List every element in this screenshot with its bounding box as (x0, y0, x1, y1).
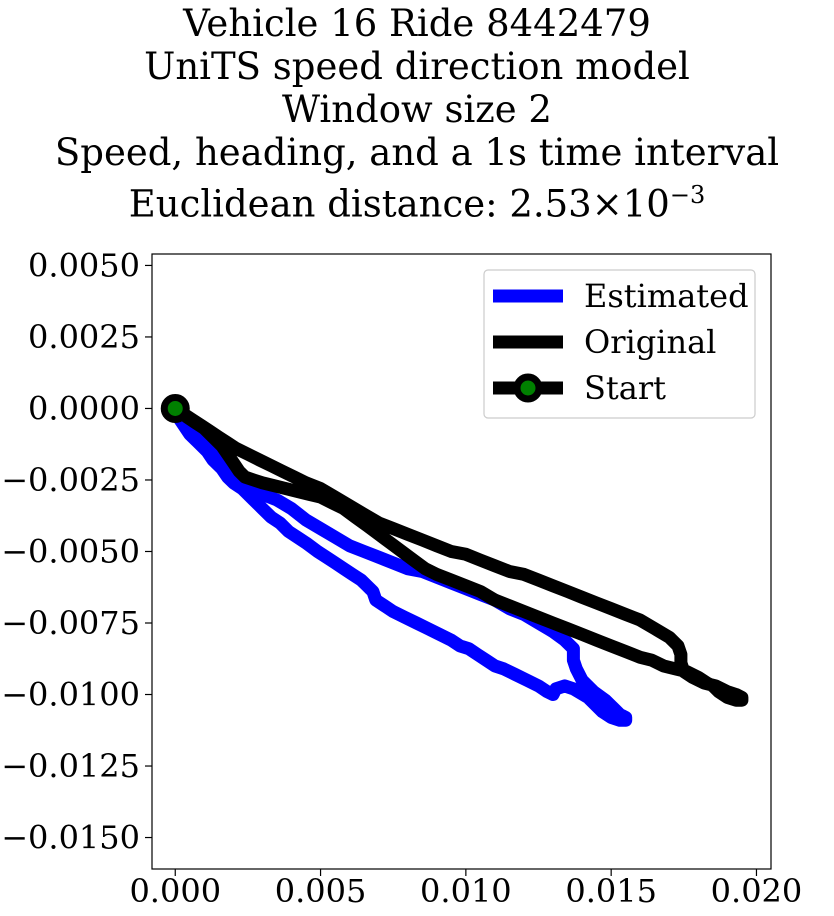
y-tick-label: −0.0150 (1, 819, 140, 857)
y-tick-label: −0.0050 (1, 532, 140, 570)
y-tick-label: 0.0000 (28, 389, 140, 427)
title-line-3: Window size 2 (282, 88, 552, 131)
title-line-4: Speed, heading, and a 1s time interval (54, 131, 780, 174)
title-line-1: Vehicle 16 Ride 8442479 (183, 2, 651, 45)
x-tick-label: 0.015 (565, 872, 657, 910)
legend: Estimated Original Start (483, 269, 756, 419)
legend-start-marker (513, 373, 543, 403)
x-tick-label: 0.010 (420, 872, 512, 910)
x-tick-label: 0.020 (711, 872, 803, 910)
y-tick-label: −0.0025 (1, 461, 140, 499)
series-layer (168, 402, 749, 727)
title-distance-times: × (591, 182, 623, 226)
title-distance-base: 10 (622, 182, 670, 226)
legend-label-start: Start (584, 369, 666, 407)
y-tick-label: −0.0075 (1, 604, 140, 642)
legend-box (483, 269, 756, 419)
start-layer (160, 393, 190, 423)
legend-label-estimated: Estimated (584, 277, 749, 315)
axis-layer: 0.000 0.005 0.010 0.015 0.020 0.0050 0.0025 0.0… (1, 246, 802, 910)
x-tick-label: 0.005 (275, 872, 367, 910)
series-line-estimated (168, 402, 633, 727)
title-distance-prefix: Euclidean distance: (128, 182, 510, 226)
y-tick-label: −0.0100 (1, 676, 140, 714)
title-line-5: Euclidean distance: 2.53×10−3 (0, 174, 834, 225)
series-line-original (168, 402, 749, 707)
chart-title: Vehicle 16 Ride 8442479 UniTS speed dire… (0, 2, 834, 225)
start-marker (160, 393, 190, 423)
title-distance-exponent: −3 (669, 181, 706, 209)
title-distance-mantissa: 2.53 (509, 182, 592, 226)
y-tick-label: −0.0125 (1, 747, 140, 785)
legend-label-original: Original (584, 323, 716, 361)
x-tick-label: 0.000 (129, 872, 221, 910)
title-line-2: UniTS speed direction model (144, 45, 690, 88)
y-tick-label: 0.0025 (28, 318, 140, 356)
plot-frame (151, 253, 772, 870)
y-tick-label: 0.0050 (28, 246, 140, 284)
